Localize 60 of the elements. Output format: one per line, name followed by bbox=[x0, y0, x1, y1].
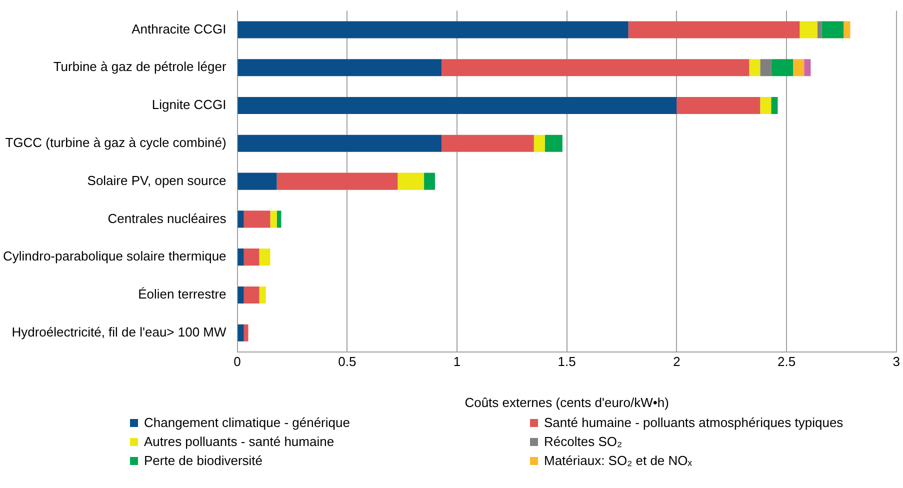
bar bbox=[804, 59, 811, 76]
bar bbox=[238, 210, 244, 228]
bar bbox=[628, 21, 800, 38]
x-tick-label: 2.5 bbox=[777, 354, 796, 370]
bar bbox=[793, 59, 804, 76]
bar bbox=[544, 134, 562, 152]
bar bbox=[238, 96, 677, 114]
bar bbox=[238, 172, 277, 190]
bar bbox=[276, 210, 282, 228]
x-tick-label: 0 bbox=[234, 354, 241, 370]
legend-label: Récoltes SO₂ bbox=[544, 434, 622, 449]
bar bbox=[238, 134, 442, 152]
bar bbox=[424, 172, 436, 190]
bar bbox=[259, 286, 266, 304]
y-tick-label: Éolien terrestre bbox=[138, 286, 226, 302]
y-tick-label: Hydroélectricité, fil de l'eau> 100 MW bbox=[12, 324, 228, 340]
bar bbox=[276, 172, 398, 190]
legend-label: Santé humaine - polluants atmosphériques typiques bbox=[544, 415, 844, 430]
x-tick-label: 2 bbox=[673, 354, 680, 370]
bar bbox=[760, 96, 772, 114]
bar bbox=[749, 59, 760, 76]
bar bbox=[442, 134, 534, 152]
bar bbox=[238, 59, 442, 76]
y-tick-label: Cylindro-parabolique solaire thermique bbox=[2, 248, 226, 264]
bar bbox=[822, 21, 844, 38]
bar bbox=[676, 96, 760, 114]
bar bbox=[244, 248, 260, 266]
y-tick-label: Solaire PV, open source bbox=[87, 172, 226, 188]
x-tick-label: 1 bbox=[453, 354, 461, 370]
y-tick-label: Turbine à gaz de pétrole léger bbox=[53, 59, 227, 74]
bar bbox=[238, 324, 244, 342]
bar bbox=[534, 134, 545, 152]
y-tick-label: TGCC (turbine à gaz à cycle combiné) bbox=[5, 134, 226, 150]
x-tick-label: 3 bbox=[892, 354, 900, 370]
legend-label: Perte de biodiversité bbox=[144, 453, 263, 468]
x-tick-label: 0.5 bbox=[338, 354, 356, 370]
bar bbox=[238, 286, 244, 304]
legend-label: Changement climatique - générique bbox=[144, 415, 350, 430]
bar bbox=[800, 21, 818, 38]
bar bbox=[259, 248, 270, 266]
bar bbox=[270, 210, 277, 228]
bar bbox=[844, 21, 850, 38]
y-tick-label: Anthracite CCGI bbox=[132, 21, 226, 36]
legend-label: Autres polluants - santé humaine bbox=[144, 434, 334, 449]
x-tick-label: 1.5 bbox=[558, 354, 576, 370]
bar bbox=[817, 21, 822, 38]
bar bbox=[771, 59, 794, 76]
bar bbox=[398, 172, 424, 190]
x-axis-title: Coûts externes (cents d'euro/kW•h) bbox=[464, 394, 669, 410]
y-tick-label: Lignite CCGI bbox=[152, 97, 226, 112]
bar bbox=[442, 59, 750, 76]
bar bbox=[244, 210, 270, 228]
bar bbox=[771, 96, 778, 114]
bar bbox=[244, 324, 248, 342]
bar bbox=[760, 59, 772, 76]
bar bbox=[244, 286, 260, 304]
bar bbox=[238, 21, 628, 38]
legend-label: Matériaux: SO₂ et de NOₓ bbox=[544, 453, 692, 468]
y-tick-label: Centrales nucléaires bbox=[108, 210, 227, 226]
bar bbox=[238, 248, 244, 266]
